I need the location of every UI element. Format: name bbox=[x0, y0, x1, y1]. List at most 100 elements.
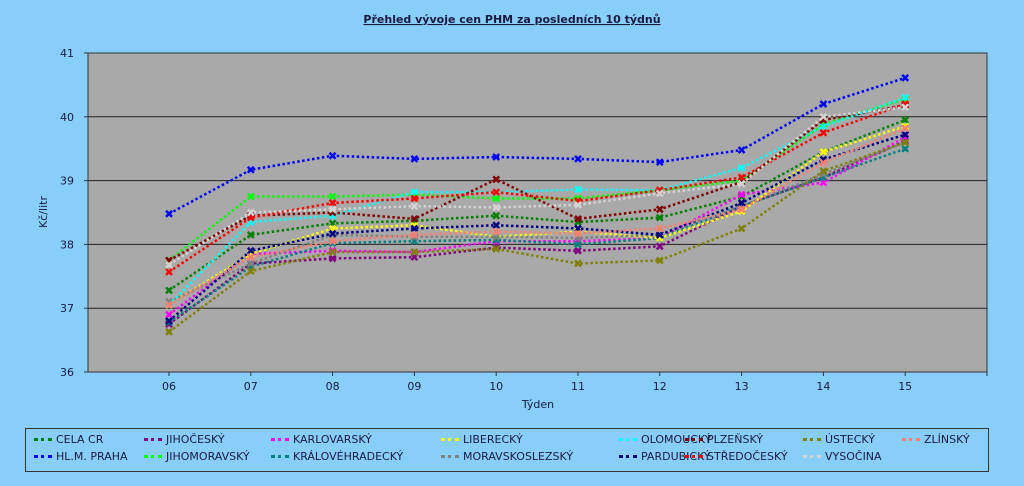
chart-title: Přehled vývoje cen PHM za posledních 10 … bbox=[363, 13, 660, 26]
data-point bbox=[328, 151, 337, 160]
legend-label: LIBERECKÝ bbox=[463, 433, 523, 446]
data-point bbox=[246, 253, 255, 262]
y-tick-label: 37 bbox=[60, 302, 74, 315]
data-point bbox=[492, 175, 501, 184]
data-point bbox=[655, 205, 664, 214]
series-line bbox=[168, 136, 906, 316]
series-zl-nsk- bbox=[165, 124, 910, 309]
data-point bbox=[819, 167, 828, 175]
data-point bbox=[819, 122, 828, 131]
data-point bbox=[737, 179, 746, 188]
legend-item: JIHOČESKÝ bbox=[144, 433, 225, 446]
plot-area bbox=[87, 52, 988, 373]
data-point bbox=[901, 73, 910, 82]
data-point bbox=[655, 158, 664, 166]
data-point bbox=[328, 248, 337, 256]
x-tick-label: 07 bbox=[244, 380, 258, 393]
series-line bbox=[168, 97, 906, 262]
legend-swatch-icon bbox=[441, 438, 459, 441]
legend-item: JIHOMORAVSKÝ bbox=[144, 450, 250, 463]
data-point bbox=[328, 205, 337, 214]
series-line bbox=[168, 96, 906, 306]
data-point bbox=[410, 230, 419, 239]
series-pardubick- bbox=[165, 130, 910, 325]
data-point bbox=[655, 256, 664, 265]
data-point bbox=[574, 155, 582, 163]
legend-item: MORAVSKOSLEZSKÝ bbox=[441, 450, 573, 463]
legend-label: JIHOČESKÝ bbox=[166, 433, 225, 446]
data-point bbox=[410, 194, 419, 203]
x-tick-label: 14 bbox=[816, 380, 830, 393]
data-point bbox=[165, 267, 173, 276]
data-point bbox=[819, 148, 828, 156]
data-point bbox=[492, 211, 501, 220]
legend: CELA CR HL.M. PRAHA JIHOČESKÝ JIHOMORAVSKÝ K… bbox=[25, 428, 989, 472]
data-point bbox=[492, 203, 501, 212]
series-line bbox=[168, 133, 906, 322]
data-point bbox=[165, 286, 173, 295]
data-point bbox=[737, 205, 746, 214]
data-point bbox=[574, 214, 582, 223]
data-point bbox=[165, 317, 173, 325]
data-point bbox=[574, 259, 582, 268]
data-point bbox=[574, 200, 582, 209]
x-tick-label: 09 bbox=[407, 380, 421, 393]
data-point bbox=[246, 165, 255, 174]
data-point bbox=[246, 208, 255, 217]
legend-label: JIHOMORAVSKÝ bbox=[166, 450, 250, 463]
legend-swatch-icon bbox=[803, 455, 821, 458]
data-point bbox=[246, 246, 255, 255]
data-point bbox=[574, 246, 582, 255]
data-point bbox=[819, 100, 828, 108]
data-point bbox=[492, 227, 501, 236]
data-point bbox=[655, 213, 664, 222]
legend-item: ÚSTECKÝ bbox=[803, 433, 875, 446]
data-point bbox=[901, 93, 910, 102]
data-point bbox=[328, 254, 337, 263]
legend-label: CELA CR bbox=[56, 433, 104, 446]
legend-swatch-icon bbox=[271, 455, 289, 458]
data-point bbox=[492, 188, 501, 196]
x-tick-label: 12 bbox=[653, 380, 667, 393]
legend-label: VYSOČINA bbox=[825, 450, 882, 463]
legend-item: OLOMOUCKÝ bbox=[619, 433, 711, 446]
data-point bbox=[246, 230, 255, 239]
series-hl-m-praha bbox=[165, 73, 910, 218]
legend-label: PARDUBICKÝ bbox=[641, 450, 711, 463]
legend-item: CELA CR bbox=[34, 433, 103, 446]
data-point bbox=[737, 190, 746, 199]
data-point bbox=[901, 138, 910, 147]
data-point bbox=[165, 209, 173, 218]
data-point bbox=[901, 103, 910, 112]
data-point bbox=[328, 199, 337, 207]
x-tick-label: 06 bbox=[162, 380, 176, 393]
data-point bbox=[492, 244, 501, 253]
series-line bbox=[168, 127, 906, 307]
series-vyso-ina bbox=[165, 103, 910, 269]
legend-swatch-icon bbox=[34, 455, 52, 458]
data-point bbox=[901, 124, 910, 133]
data-point bbox=[410, 155, 419, 163]
series-line bbox=[168, 147, 906, 324]
legend-label: ÚSTECKÝ bbox=[825, 433, 875, 446]
legend-label: PLZEŇSKÝ bbox=[707, 433, 763, 446]
data-point bbox=[901, 116, 910, 124]
data-point bbox=[655, 230, 664, 239]
legend-label: KARLOVARSKÝ bbox=[293, 433, 372, 446]
series-line bbox=[168, 118, 906, 292]
legend-swatch-icon bbox=[271, 438, 289, 441]
data-point bbox=[165, 260, 173, 269]
data-point bbox=[819, 112, 828, 121]
legend-swatch-icon bbox=[34, 438, 52, 441]
legend-swatch-icon bbox=[685, 438, 703, 441]
data-point bbox=[737, 173, 746, 182]
legend-label: MORAVSKOSLEZSKÝ bbox=[463, 450, 574, 463]
legend-swatch-icon bbox=[144, 438, 162, 441]
series-line bbox=[168, 102, 906, 273]
legend-swatch-icon bbox=[902, 438, 920, 441]
series-line bbox=[168, 76, 906, 215]
y-tick-label: 39 bbox=[60, 175, 74, 188]
x-tick-label: 15 bbox=[898, 380, 912, 393]
data-point bbox=[492, 153, 501, 161]
